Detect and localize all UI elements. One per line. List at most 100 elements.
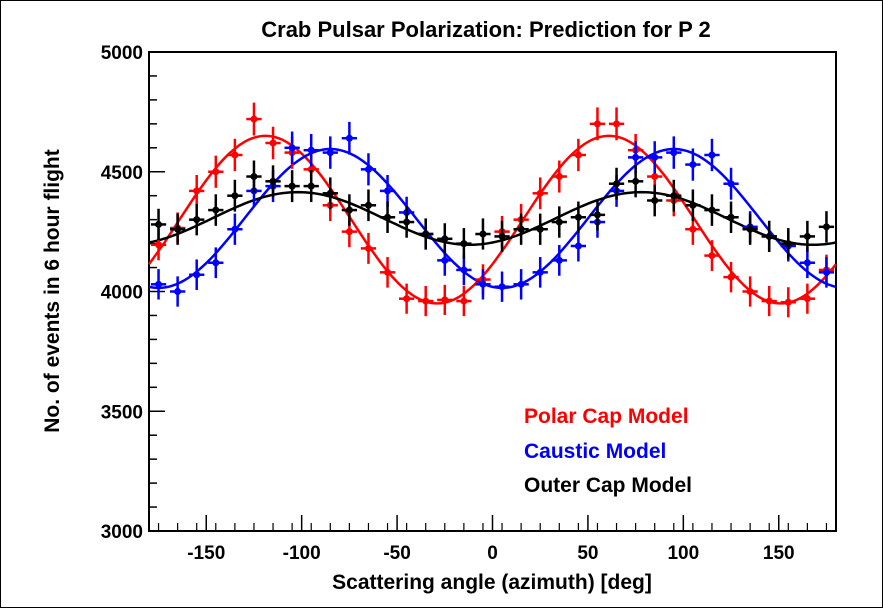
data-point [150, 208, 167, 241]
data-point [360, 232, 377, 264]
fit-curve [148, 190, 837, 247]
data-point [456, 228, 472, 260]
data-point [169, 213, 186, 245]
data-point [418, 286, 434, 317]
data-point [208, 155, 224, 188]
data-point [723, 201, 739, 233]
y-tick-label: 4000 [101, 283, 143, 304]
data-point [322, 177, 338, 210]
data-point [379, 257, 396, 288]
data-point [723, 167, 739, 200]
data-point [627, 165, 644, 198]
data-point [685, 148, 701, 181]
data-point [208, 247, 224, 279]
fit-curve [147, 134, 837, 305]
data-point [494, 220, 510, 252]
data-point [608, 167, 625, 200]
data-point [456, 286, 472, 317]
data-point [570, 230, 587, 262]
data-point [704, 138, 720, 172]
data-point [265, 126, 281, 160]
y-tick-label: 4500 [101, 163, 143, 184]
data-point [723, 261, 739, 293]
x-tick-label: -100 [283, 543, 321, 564]
data-point [742, 213, 758, 245]
data-point [150, 269, 167, 300]
data-point [437, 223, 453, 255]
x-tick-label: 50 [577, 543, 598, 564]
data-point [303, 170, 319, 203]
data-point [570, 138, 587, 172]
data-point [284, 131, 300, 165]
data-point [666, 136, 682, 169]
data-point [780, 228, 796, 260]
data-point [379, 174, 396, 207]
data-point [551, 244, 567, 276]
data-point [647, 141, 663, 174]
x-axis-title: Scattering angle (azimuth) [deg] [332, 571, 652, 594]
data-point [475, 269, 491, 300]
y-tick-label: 5000 [101, 43, 143, 64]
data-point [532, 177, 548, 210]
y-tick-label: 3500 [101, 402, 143, 423]
x-tick-label: 100 [667, 543, 699, 564]
data-point [169, 276, 186, 307]
data-point [322, 136, 338, 169]
data-point [589, 199, 606, 231]
data-point [360, 153, 377, 186]
x-tick-label: -150 [187, 543, 225, 564]
data-point [570, 201, 587, 233]
x-tick-label: 0 [487, 543, 498, 564]
data-point [227, 213, 243, 245]
data-point [398, 206, 415, 238]
fit-curves [147, 134, 837, 305]
data-point [513, 213, 529, 245]
data-point [189, 203, 205, 236]
data-point [799, 220, 816, 252]
data-point [685, 189, 701, 222]
legend-entry-polar-cap: Polar Cap Model [524, 405, 689, 428]
data-point [551, 206, 567, 238]
data-point [341, 194, 358, 226]
data-point [208, 194, 224, 226]
data-point [246, 102, 262, 136]
y-axis-title: No. of events in 6 hour flight [41, 149, 64, 433]
data-point [513, 269, 529, 300]
data-point [227, 138, 243, 172]
data-point [589, 107, 606, 141]
data-point [761, 286, 777, 317]
data-point [303, 133, 319, 167]
plot-area [148, 51, 837, 532]
y-axis: 3000 3500 4000 4500 5000 [101, 43, 165, 543]
data-point [666, 179, 682, 212]
data-point [246, 160, 262, 193]
data-point [360, 189, 377, 222]
data-point [742, 276, 758, 307]
data-point [456, 254, 472, 286]
data-point [418, 218, 434, 250]
data-point [398, 283, 415, 314]
y-tick-label: 3000 [101, 522, 143, 543]
fit-curve [148, 147, 837, 290]
data-point [818, 211, 835, 243]
data-point [284, 170, 300, 203]
data-point [437, 284, 453, 315]
data-point [608, 107, 625, 141]
data-point [780, 287, 796, 318]
data-point [227, 179, 243, 212]
data-point [475, 218, 491, 250]
x-tick-label: 150 [763, 543, 795, 564]
data-points [150, 102, 835, 318]
data-point [532, 213, 548, 245]
data-point [647, 184, 663, 217]
data-point [799, 283, 816, 314]
legend-entry-outer-cap: Outer Cap Model [524, 474, 692, 497]
data-point [532, 257, 548, 288]
data-point [704, 194, 720, 226]
data-point [761, 220, 777, 252]
data-point [818, 257, 835, 288]
data-point [189, 259, 205, 291]
x-tick-label: -50 [383, 543, 410, 564]
